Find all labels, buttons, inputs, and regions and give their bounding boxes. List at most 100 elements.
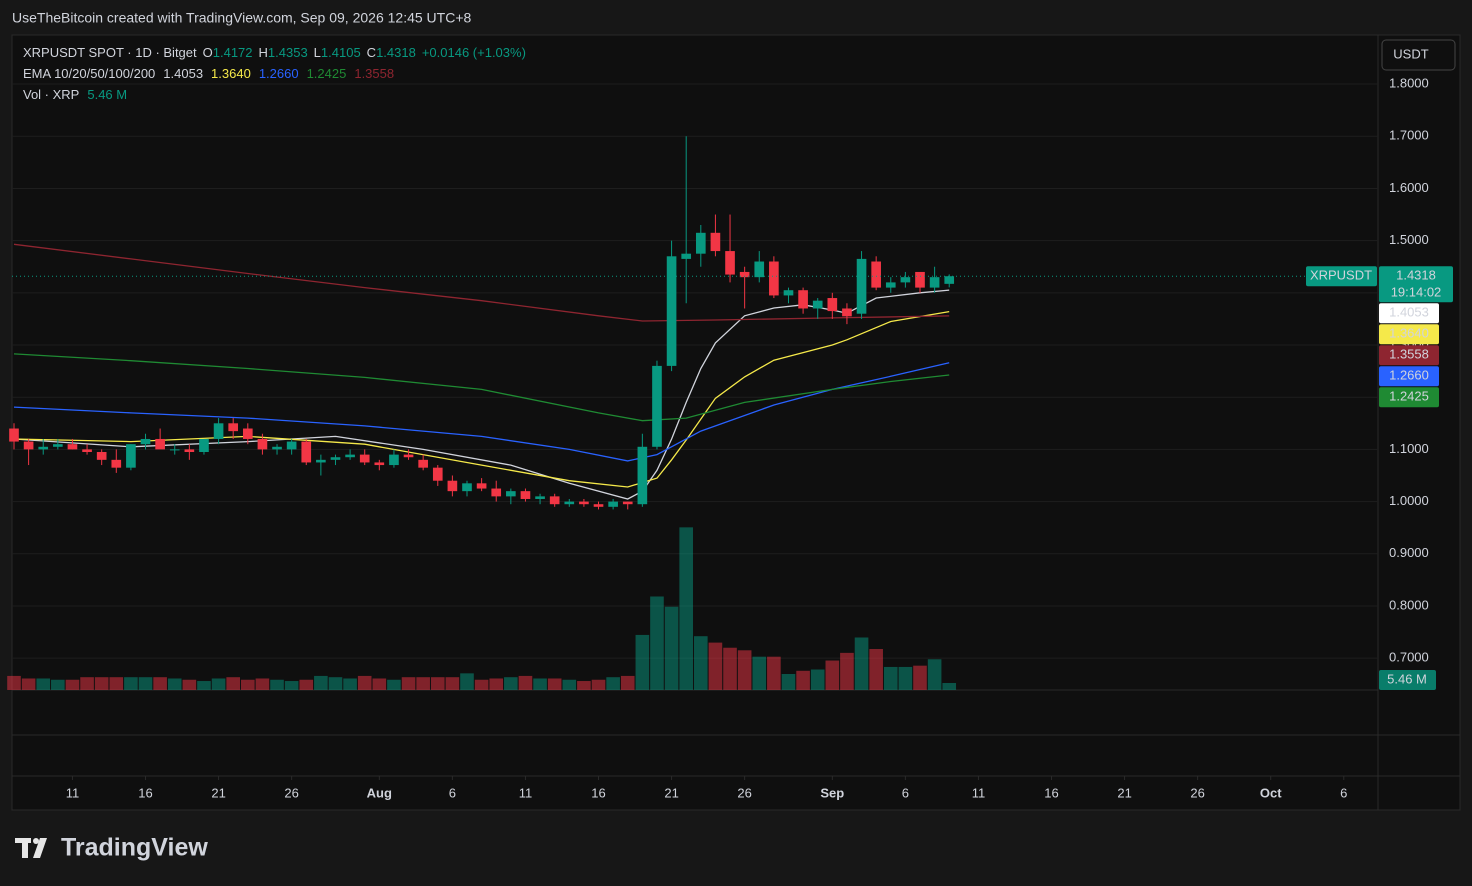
candle-body xyxy=(871,261,881,288)
candle-body xyxy=(155,438,165,450)
candle-body xyxy=(199,438,209,453)
volume-bar xyxy=(898,666,913,690)
candle-body xyxy=(301,441,312,463)
legend-item: 1.4053 xyxy=(163,66,203,81)
volume-bar xyxy=(606,677,620,690)
volume-bar xyxy=(328,677,343,690)
legend-item: C xyxy=(367,45,376,60)
volume-bar xyxy=(7,675,21,690)
candle-body xyxy=(827,298,838,312)
legend-item: +0.0146 (+1.03%) xyxy=(422,45,526,60)
candle-body xyxy=(754,261,765,278)
candle-body xyxy=(520,491,531,499)
volume-bar xyxy=(314,675,328,690)
volume-bar xyxy=(474,679,489,690)
candle-body xyxy=(330,457,341,460)
candle-body xyxy=(637,446,648,505)
volume-bar xyxy=(430,677,445,690)
volume-bar xyxy=(664,606,679,690)
candle-body xyxy=(681,253,692,259)
candle-body xyxy=(389,454,399,466)
volume-bar xyxy=(489,678,504,690)
volume-bar xyxy=(942,683,957,690)
y-tick-label: 1.5000 xyxy=(1389,232,1429,247)
ema-line xyxy=(13,289,950,500)
volume-bar xyxy=(650,596,664,690)
currency-button[interactable] xyxy=(1381,39,1456,71)
candle-body xyxy=(140,438,151,445)
candle-body xyxy=(432,467,443,481)
countdown: 19:14:02 xyxy=(1391,285,1442,300)
volume-bar xyxy=(694,636,708,690)
volume-bar xyxy=(343,678,357,690)
volume-bar xyxy=(416,677,430,690)
x-tick-label: 21 xyxy=(1117,785,1131,800)
volume-bar xyxy=(883,666,898,690)
candle-body xyxy=(944,276,955,284)
y-tick-label: 0.9000 xyxy=(1389,545,1429,560)
footer-brand: TradingView xyxy=(61,834,208,862)
candle-body xyxy=(652,365,662,447)
y-tick-label: 0.8000 xyxy=(1389,597,1429,612)
candle-body xyxy=(23,441,34,450)
candle-body xyxy=(506,491,516,497)
volume-bar xyxy=(460,673,474,690)
legend-item: EMA 10/20/50/100/200 xyxy=(23,66,155,81)
currency-button-label[interactable]: USDT xyxy=(1393,46,1428,61)
candle-body xyxy=(739,271,750,278)
ema-tag-bg xyxy=(1379,345,1439,366)
candle-body xyxy=(403,454,414,458)
x-tick-label: Aug xyxy=(367,785,392,800)
volume-bar xyxy=(533,678,547,690)
volume-bar xyxy=(840,652,854,690)
candle-body xyxy=(9,428,19,442)
volume-bar xyxy=(781,673,796,690)
volume-bar xyxy=(767,656,781,690)
ema-tag: 1.3558 xyxy=(1389,347,1429,362)
x-tick-label: 6 xyxy=(1340,785,1347,800)
logo-icon xyxy=(15,838,47,858)
candle-body xyxy=(769,261,779,296)
candle-body xyxy=(812,300,823,309)
ema-line xyxy=(13,353,950,422)
candle-body xyxy=(842,308,852,317)
legend-item: 1.4353 xyxy=(268,45,308,60)
candle-body xyxy=(418,459,428,468)
volume-bar xyxy=(518,675,533,690)
candle-body xyxy=(695,232,706,254)
legend-item: 5.46 M xyxy=(87,87,127,102)
price-tag: 1.4318 xyxy=(1396,268,1436,283)
x-tick-label: 16 xyxy=(591,785,605,800)
volume-bar xyxy=(241,679,255,690)
legend-row: XRPUSDT SPOT · 1D · Bitget O1.4172 H1.4353… xyxy=(23,45,526,60)
candle-body xyxy=(783,290,794,296)
ema-tag: 1.3640 xyxy=(1389,326,1429,341)
volume-bar xyxy=(36,678,51,690)
candle-body xyxy=(593,504,604,507)
candle-body xyxy=(53,444,63,447)
x-tick-label: Sep xyxy=(820,785,844,800)
candle-body xyxy=(579,501,589,505)
candle-body xyxy=(169,449,180,451)
legend-row: Vol · XRP 5.46 M xyxy=(23,87,127,102)
candle-body xyxy=(710,232,721,252)
candle-body xyxy=(564,501,575,505)
ema-tag: 1.2660 xyxy=(1389,368,1429,383)
ema-tag-bg xyxy=(1379,366,1439,387)
candle-body xyxy=(257,438,268,450)
volume-bar xyxy=(913,665,927,690)
volume-bar xyxy=(226,677,240,690)
y-tick-label: 1.7000 xyxy=(1389,128,1429,143)
candle-body xyxy=(126,444,136,468)
candle-body xyxy=(374,462,385,466)
x-tick-label: 26 xyxy=(1190,785,1204,800)
volume-bar xyxy=(138,677,153,690)
x-tick-label: 11 xyxy=(66,785,80,800)
legend-item: 1.4318 xyxy=(376,45,416,60)
volume-bar xyxy=(182,679,197,690)
volume-bar xyxy=(94,677,109,690)
legend-item: 1.4172 xyxy=(213,45,253,60)
candle-body xyxy=(915,271,925,288)
volume-bar xyxy=(723,647,737,690)
candle-body xyxy=(184,449,195,453)
